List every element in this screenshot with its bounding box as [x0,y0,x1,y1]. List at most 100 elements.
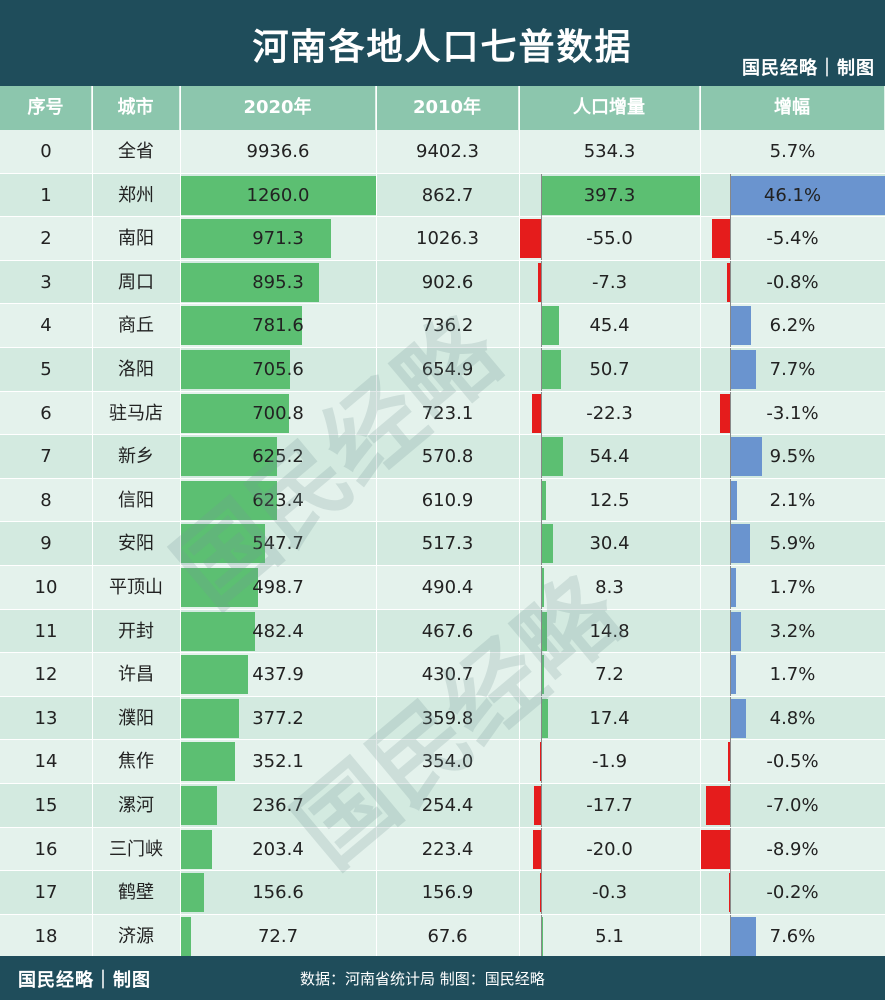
bar-increase [538,262,541,302]
header-seq: 序号 [0,86,92,130]
cell-city: 南阳 [118,228,154,250]
cell-seq: 13 [34,707,58,729]
growth-axis [730,784,731,827]
bar-growth [730,437,762,477]
cell-2010: 359.8 [421,707,474,729]
growth-axis [730,827,731,871]
bar-2020 [180,611,256,651]
cell-growth: -3.1% [766,402,819,424]
column-divider [180,86,181,956]
bar-growth [728,742,730,782]
cell-increase: 397.3 [583,184,636,206]
bar-2020 [180,175,376,215]
bar-increase [541,480,546,520]
bar-2020 [180,350,290,389]
bar-growth [706,786,730,825]
cell-increase: -55.0 [586,228,633,250]
cell-growth: 9.5% [769,446,816,468]
data-source: 数据：河南省统计局 制图：国民经略 [300,970,545,988]
cell-seq: 4 [40,315,52,337]
cell-2010: 736.2 [421,315,474,337]
bar-increase [541,568,545,607]
cell-2010: 902.6 [421,271,474,293]
cell-2010: 490.4 [421,577,474,598]
bar-increase [541,306,560,346]
bar-growth [730,655,736,695]
bar-increase [541,175,700,215]
cell-city: 周口 [118,271,154,293]
cell-seq: 11 [34,620,58,642]
cell-growth: -7.0% [766,795,819,816]
growth-axis [730,435,731,479]
bar-increase [533,786,541,825]
cell-2020: 377.2 [252,707,304,729]
bar-2020 [180,698,239,738]
bar-growth [700,829,730,869]
cell-seq: 2 [40,228,52,250]
table-row: 13 濮阳 377.2 359.8 17.4 4.8% [0,696,885,741]
increase-axis [541,740,542,784]
cell-2020: 437.9 [252,664,304,686]
cell-2020: 625.2 [252,446,304,468]
bar-growth [727,262,730,302]
title-banner: 河南各地人口七普数据 国民经略｜制图 [0,0,885,86]
table-row: 12 许昌 437.9 430.7 7.2 1.7% [0,653,885,697]
table-row: 17 鹤壁 156.6 156.9 -0.3 -0.2% [0,871,885,915]
cell-2010: 254.4 [421,795,474,816]
table-row: 4 商丘 781.6 736.2 45.4 6.2% [0,304,885,348]
table-row: 14 焦作 352.1 354.0 -1.9 -0.5% [0,740,885,784]
bar-increase [541,698,548,738]
cell-2010: 67.6 [427,925,468,947]
bar-increase [518,219,541,259]
cell-increase: 8.3 [595,577,624,598]
cell-2010: 862.7 [421,184,474,206]
bar-2020 [180,786,217,825]
cell-growth: 5.9% [769,533,816,555]
table-row: 18 济源 72.7 67.6 5.1 7.6% [0,914,885,959]
cell-seq: 3 [40,271,52,293]
increase-axis [541,217,542,261]
bar-growth [730,480,738,520]
bar-2020 [180,393,289,433]
bar-growth [730,698,747,738]
increase-axis [541,391,542,435]
table-row: 10 平顶山 498.7 490.4 8.3 1.7% [0,566,885,610]
cell-seq: 1 [40,184,52,206]
table-row: 16 三门峡 203.4 223.4 -20.0 -8.9% [0,827,885,872]
bar-increase [541,611,547,651]
increase-axis [541,478,542,522]
cell-2010: 1026.3 [416,228,479,250]
cell-2020: 203.4 [252,838,304,860]
cell-city: 郑州 [118,184,154,206]
cell-seq: 15 [34,795,58,816]
cell-growth: -0.2% [766,882,819,904]
cell-city: 濮阳 [118,707,154,729]
table-row: 15 漯河 236.7 254.4 -17.7 -7.0% [0,784,885,828]
bar-growth [730,524,750,564]
cell-2010: 223.4 [421,838,474,860]
table-row: 3 周口 895.3 902.6 -7.3 -0.8% [0,260,885,305]
bar-growth [730,350,756,389]
cell-growth: -5.4% [766,228,819,250]
table-row: 2 南阳 971.3 1026.3 -55.0 -5.4% [0,217,885,261]
bar-growth [711,219,730,259]
cell-2020: 72.7 [257,925,299,947]
cell-increase: -1.9 [591,751,628,773]
header-growth: 增幅 [700,86,885,130]
bar-2020 [180,873,205,913]
bar-growth [719,393,730,433]
cell-2010: 570.8 [421,446,474,468]
cell-increase: 54.4 [589,446,630,468]
growth-axis [730,740,731,784]
cell-2010: 156.9 [421,882,474,904]
cell-increase: -17.7 [586,795,633,816]
bar-increase [532,393,541,433]
cell-city: 信阳 [118,489,154,511]
footer: 国民经略｜制图 数据：河南省统计局 制图：国民经略 [0,956,885,1000]
cell-seq: 6 [40,402,52,424]
cell-2020: 700.8 [252,402,304,424]
cell-city: 安阳 [118,533,154,555]
bar-2020 [180,829,212,869]
cell-2010: 723.1 [421,402,474,424]
cell-2010: 467.6 [421,620,474,642]
